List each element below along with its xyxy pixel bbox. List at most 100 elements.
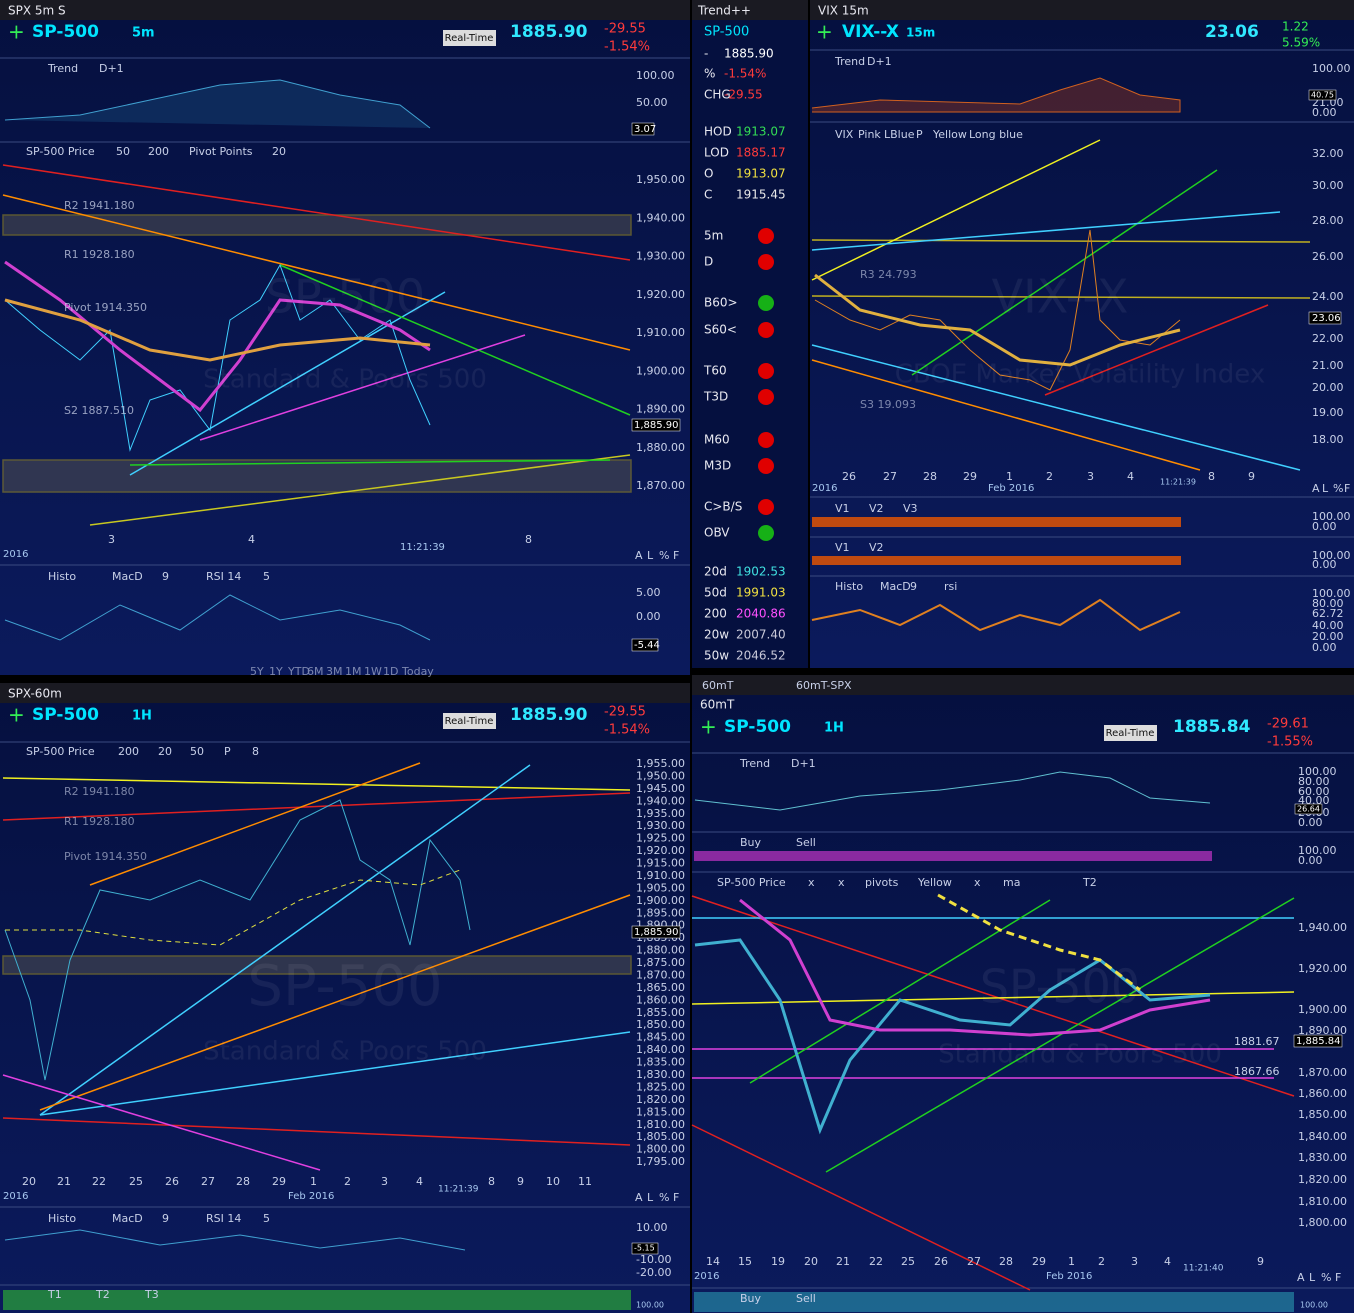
realtime-label[interactable]: Real-Time: [1106, 728, 1155, 739]
label[interactable]: A: [635, 1191, 643, 1204]
label: 22.00: [1312, 332, 1344, 345]
signal-light: [758, 499, 774, 515]
label: 28: [236, 1175, 250, 1188]
scale-options[interactable]: A L% F: [635, 549, 679, 562]
label: V2: [869, 502, 884, 515]
add-icon[interactable]: +: [8, 20, 25, 44]
label: R2 1941.180: [64, 785, 135, 798]
last-price: 1,885.90: [634, 420, 679, 431]
label: 1,915.00: [636, 857, 685, 870]
label[interactable]: 60mT-SPX: [796, 679, 852, 692]
row-value: 1915.45: [736, 188, 786, 202]
label: R1 1928.180: [64, 815, 135, 828]
label[interactable]: F: [1335, 1271, 1341, 1284]
bottom-study: T1 T2 T3: [47, 1288, 159, 1301]
label: pivots: [865, 876, 899, 889]
label[interactable]: A: [1312, 482, 1320, 495]
label[interactable]: F: [673, 1191, 679, 1204]
add-icon[interactable]: +: [816, 20, 833, 44]
label: 19.00: [1312, 406, 1344, 419]
row-value: 2046.52: [736, 649, 786, 663]
label: Sell: [796, 836, 816, 849]
label[interactable]: 3M: [326, 665, 343, 678]
label[interactable]: L: [647, 549, 654, 562]
label: 26: [842, 470, 856, 483]
label[interactable]: 1Y: [269, 665, 283, 678]
interval[interactable]: 15m: [906, 26, 935, 40]
label[interactable]: 1D: [383, 665, 398, 678]
label: 1,870.00: [636, 479, 685, 492]
label: 20.00: [1312, 630, 1344, 643]
label[interactable]: 60mT: [702, 679, 734, 692]
label[interactable]: %: [659, 1191, 669, 1204]
lower-value: -5.15: [634, 1244, 655, 1253]
label[interactable]: 5Y: [250, 665, 264, 678]
label[interactable]: L: [1309, 1271, 1316, 1284]
label[interactable]: %: [1321, 1271, 1331, 1284]
label: 25: [129, 1175, 143, 1188]
label: 3: [108, 533, 115, 546]
label[interactable]: Today: [401, 665, 434, 678]
interval[interactable]: 5m: [132, 26, 155, 41]
label[interactable]: F: [1344, 482, 1350, 495]
label[interactable]: 6M: [307, 665, 324, 678]
label[interactable]: L: [647, 1191, 654, 1204]
price-study: SP-500 Price x x pivots Yellow x ma T2: [717, 876, 1097, 889]
realtime-label[interactable]: Real-Time: [445, 33, 494, 44]
label: 50: [190, 745, 204, 758]
label: 11: [578, 1175, 592, 1188]
scale-options[interactable]: A L% F: [635, 1191, 679, 1204]
label[interactable]: A: [1297, 1271, 1305, 1284]
label: 2: [344, 1175, 351, 1188]
label: 20: [804, 1255, 818, 1268]
label: 100.00: [1312, 62, 1351, 75]
realtime-label[interactable]: Real-Time: [445, 716, 494, 727]
realtime-button[interactable]: [1104, 725, 1157, 741]
row-value: 1913.07: [736, 125, 786, 139]
scale-options[interactable]: A L% F: [1312, 482, 1350, 495]
month: Feb 2016: [988, 483, 1034, 494]
label[interactable]: YTD: [287, 665, 310, 678]
symbol[interactable]: SP-500: [32, 22, 99, 42]
label: x: [808, 876, 815, 889]
label: Yellow: [917, 876, 952, 889]
lower-ticks: 5.00 0.00: [636, 586, 661, 623]
symbol[interactable]: SP-500: [704, 25, 749, 40]
row-value: 1913.07: [736, 167, 786, 181]
label[interactable]: %: [659, 549, 669, 562]
price-study: VIX Pink LBlue P Yellow Long blue: [835, 128, 1023, 141]
label: 1,930.00: [636, 819, 685, 832]
row-value: 2007.40: [736, 628, 786, 642]
symbol[interactable]: SP-500: [724, 717, 791, 737]
tabs[interactable]: 60mT 60mT-SPX: [702, 679, 852, 692]
realtime-button[interactable]: [443, 30, 496, 46]
label: 62.72: [1312, 607, 1344, 620]
add-icon[interactable]: +: [700, 715, 717, 739]
label[interactable]: A: [635, 549, 643, 562]
realtime-button[interactable]: [443, 713, 496, 729]
trend-ticks: 100.00 50.00: [636, 69, 675, 109]
scale-options[interactable]: A L% F: [1297, 1271, 1341, 1284]
symbol[interactable]: VIX--X: [842, 22, 899, 42]
label: 4: [1164, 1255, 1171, 1268]
label[interactable]: 1M: [345, 665, 362, 678]
label: 1,880.00: [636, 441, 685, 454]
interval[interactable]: 1H: [824, 721, 844, 736]
label: 1,890.00: [636, 403, 685, 416]
label[interactable]: L: [1322, 482, 1329, 495]
label: R2 1941.180: [64, 199, 135, 212]
label[interactable]: %: [1333, 482, 1343, 495]
interval[interactable]: 1H: [132, 709, 152, 724]
label[interactable]: 1W: [364, 665, 382, 678]
row-label: 200: [704, 607, 727, 621]
last-price: 1,885.90: [634, 927, 679, 938]
label: 100.00: [1312, 510, 1351, 523]
label: 1,940.00: [636, 794, 685, 807]
label[interactable]: F: [673, 549, 679, 562]
label: 18.00: [1312, 433, 1344, 446]
add-icon[interactable]: +: [8, 703, 25, 727]
symbol[interactable]: SP-500: [32, 705, 99, 725]
label: 3: [1087, 470, 1094, 483]
panel: [0, 683, 690, 1313]
